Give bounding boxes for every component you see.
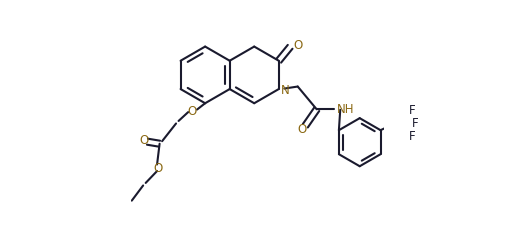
Text: NH: NH [337,102,355,115]
Text: F: F [409,129,416,142]
Text: O: O [293,39,303,52]
Text: O: O [298,123,307,136]
Text: F: F [409,104,416,117]
Text: O: O [188,105,197,118]
Text: F: F [412,117,419,130]
Text: O: O [139,133,149,146]
Text: N: N [281,83,290,96]
Text: O: O [154,162,163,175]
